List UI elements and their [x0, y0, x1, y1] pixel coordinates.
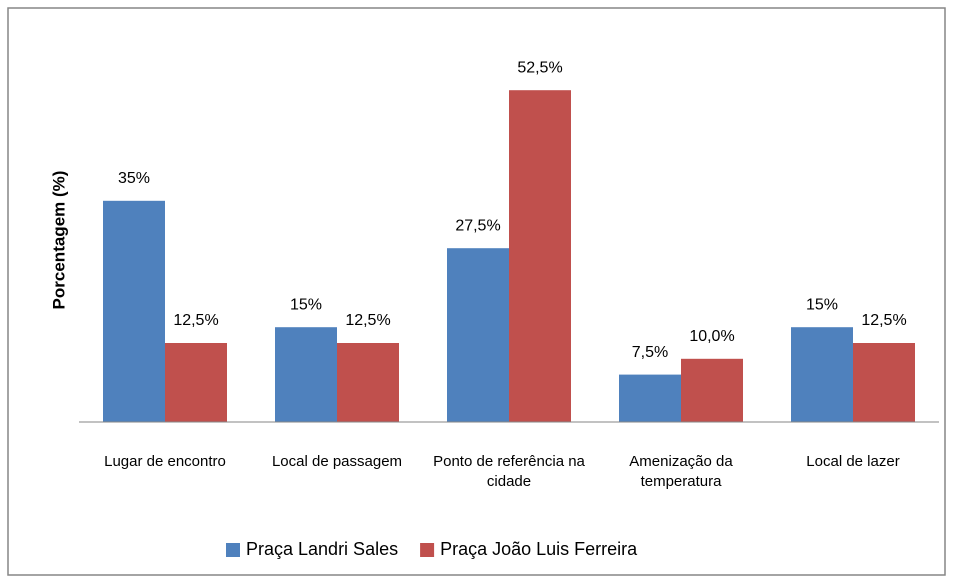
bar: [509, 90, 571, 422]
bar: [619, 374, 681, 422]
legend-swatch: [420, 543, 435, 557]
x-tick-label: Local de lazer: [806, 453, 900, 470]
data-label: 27,5%: [455, 217, 500, 234]
data-label: 12,5%: [345, 312, 390, 329]
x-tick-label: Local de passagem: [271, 453, 403, 470]
data-label: 35%: [118, 170, 150, 187]
legend-label: Praça João Luis Ferreira: [440, 539, 638, 559]
data-label: 7,5%: [632, 344, 668, 361]
bar: [791, 327, 853, 422]
data-label: 15%: [290, 296, 322, 313]
x-tick-label: Amenização da temperatura: [629, 453, 733, 490]
bar: [165, 343, 227, 422]
bar: [103, 200, 165, 422]
data-label: 10,0%: [689, 328, 734, 345]
x-tick-label: Lugar de encontro: [104, 453, 226, 470]
data-label: 12,5%: [173, 312, 218, 329]
bar: [275, 327, 337, 422]
bar: [681, 358, 743, 422]
data-label: 52,5%: [517, 59, 562, 76]
data-label: 12,5%: [861, 312, 906, 329]
y-axis-label: Porcentagem (%): [49, 171, 68, 310]
data-label: 15%: [806, 296, 838, 313]
legend-label: Praça Landri Sales: [246, 539, 398, 559]
legend-swatch: [226, 543, 240, 557]
x-tick-label: Ponto de referência na cidade: [433, 453, 585, 490]
bar: [853, 343, 915, 422]
bar: [447, 248, 509, 422]
bar: [337, 343, 399, 422]
